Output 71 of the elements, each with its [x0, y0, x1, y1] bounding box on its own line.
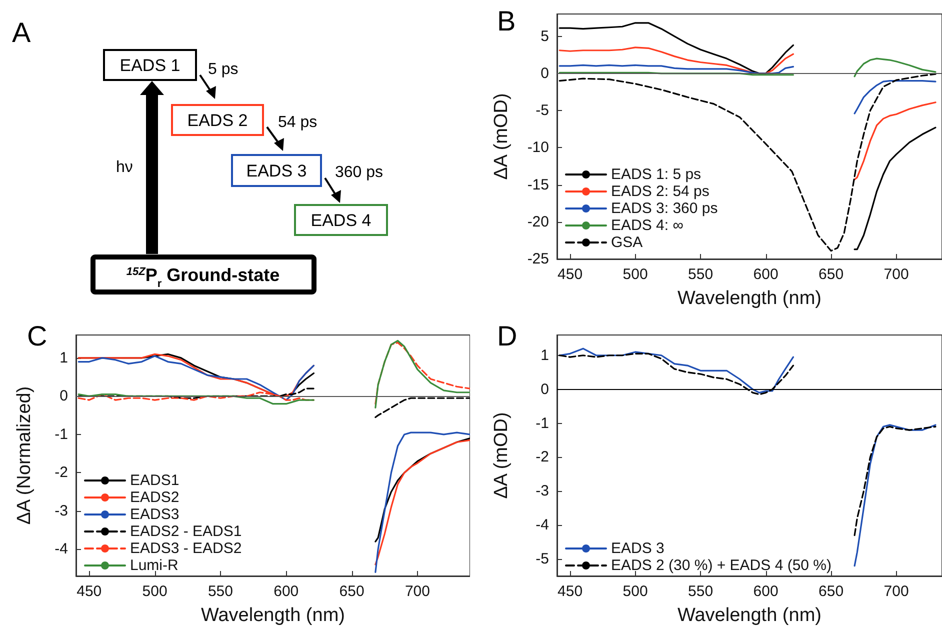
x-tick-label: 600: [753, 266, 778, 283]
legend-label: EADS 1: 5 ps: [611, 166, 702, 183]
legend-label: EADS 3: 360 ps: [611, 200, 718, 217]
x-tick-label: 450: [558, 266, 583, 283]
legend-label: EADS3 - EADS2: [130, 540, 242, 557]
y-tick-label: -15: [527, 176, 549, 194]
y-tick-label: -4: [54, 540, 68, 558]
y-tick-label: -2: [54, 464, 68, 482]
y-tick-label: -1: [54, 426, 68, 443]
y-axis-title: ΔA (mOD): [491, 93, 512, 180]
text: 360 ps: [335, 164, 384, 181]
y-tick-label: 0: [60, 388, 68, 405]
x-tick-label: 650: [818, 583, 844, 600]
y-tick-label: 1: [540, 346, 549, 364]
x-tick-label: 550: [688, 266, 714, 283]
chart-title: D: [497, 320, 518, 352]
x-tick-label: 700: [884, 266, 909, 283]
text: EADS 2: [187, 111, 248, 130]
y-tick-label: -4: [536, 516, 549, 534]
legend-label: Lumi-R: [130, 557, 179, 574]
y-tick-label: -1: [536, 414, 549, 432]
x-tick-label: 450: [558, 583, 583, 600]
text: hν: [116, 159, 133, 176]
text: 54 ps: [278, 114, 318, 131]
legend-label: EADS1: [130, 472, 180, 489]
x-tick-label: 500: [142, 583, 168, 600]
line-series: [558, 73, 936, 252]
y-tick-label: -10: [527, 139, 549, 156]
chart-title: B: [497, 6, 516, 36]
y-axis-title: ΔA (mOD): [491, 412, 512, 499]
legend-label: GSA: [611, 234, 643, 251]
x-tick-label: 650: [818, 266, 844, 283]
y-tick-label: 5: [540, 28, 549, 45]
y-tick-label: -5: [536, 550, 549, 568]
y-tick-label: 0: [540, 380, 549, 398]
y-tick-label: -20: [527, 213, 549, 230]
text: A: [12, 17, 31, 48]
x-tick-label: 450: [76, 583, 102, 600]
y-tick-label: 0: [540, 64, 549, 82]
y-tick-label: -25: [527, 250, 549, 268]
text: 5 ps: [208, 61, 238, 78]
legend-label: EADS 2 (30 %) + EADS 4 (50 %): [611, 557, 832, 574]
y-tick-label: -5: [536, 102, 549, 120]
x-tick-label: 600: [753, 583, 778, 600]
x-tick-label: 500: [622, 583, 648, 600]
x-axis-title: Wavelength (nm): [201, 605, 345, 626]
legend-label: EADS 3: [611, 540, 664, 557]
x-tick-label: 600: [274, 583, 299, 600]
chart-title: C: [27, 320, 48, 352]
x-tick-label: 550: [208, 583, 233, 600]
y-tick-label: -3: [54, 502, 68, 520]
legend-label: EADS2: [130, 489, 180, 506]
legend-label: EADS3: [130, 506, 180, 523]
x-axis-title: Wavelength (nm): [678, 288, 822, 309]
x-axis-title: Wavelength (nm): [678, 605, 822, 626]
legend-label: EADS 4: ∞: [611, 217, 684, 234]
x-tick-label: 550: [688, 583, 714, 600]
text: EADS 3: [246, 162, 307, 180]
y-tick-label: 1: [60, 349, 68, 366]
text: EADS 4: [310, 211, 372, 230]
x-tick-label: 700: [884, 583, 909, 600]
text: $^{15Z}$P$_{r}$ Ground-state: [126, 265, 280, 290]
text: EADS 1: [120, 56, 180, 75]
legend-label: EADS 2: 54 ps: [611, 183, 710, 200]
x-tick-label: 700: [404, 583, 430, 600]
y-tick-label: -3: [536, 482, 549, 500]
y-axis-title: ΔA (Normalized): [14, 386, 35, 525]
x-tick-label: 500: [622, 266, 648, 283]
x-tick-label: 650: [339, 583, 364, 600]
y-tick-label: -2: [536, 448, 549, 466]
legend-label: EADS2 - EADS1: [130, 523, 242, 540]
